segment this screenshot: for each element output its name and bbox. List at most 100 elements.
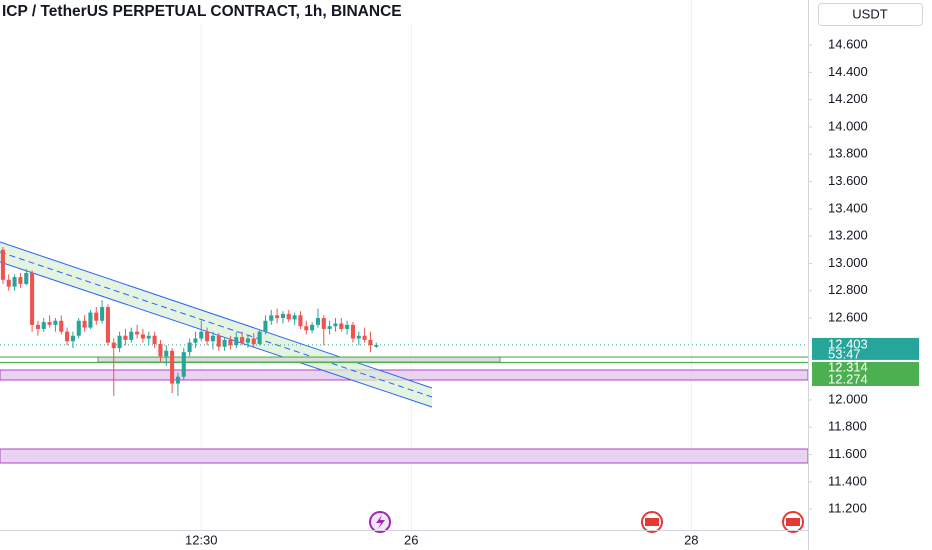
- candle-body: [146, 335, 151, 339]
- candle-body: [187, 342, 192, 353]
- candle-body: [117, 335, 122, 349]
- candle-body: [216, 335, 221, 347]
- candle-body: [164, 350, 169, 357]
- candle-body: [123, 335, 128, 340]
- candle-body: [129, 331, 134, 340]
- candle-body: [193, 338, 198, 343]
- y-tick-label: 13.800: [828, 146, 868, 161]
- channel-top: [0, 241, 433, 389]
- candle-body: [374, 344, 379, 347]
- candle-body: [140, 334, 145, 339]
- channel-bottom: [0, 261, 433, 408]
- chart-title: ICP / TetherUS PERPETUAL CONTRACT, 1h, B…: [2, 3, 402, 20]
- candle-body: [30, 272, 35, 325]
- candle-body: [286, 313, 291, 320]
- candle-body: [298, 315, 303, 327]
- candle-body: [0, 249, 5, 280]
- candle-body: [199, 331, 204, 339]
- y-tick-label: 12.800: [828, 282, 868, 297]
- countdown-label: 53:47: [828, 346, 861, 361]
- level-tag-label: 12.314: [828, 359, 868, 374]
- event-icon-flag: [645, 518, 659, 526]
- candle-body: [12, 277, 17, 287]
- range-box: [97, 356, 501, 363]
- candle-body: [315, 318, 320, 325]
- candle-body: [210, 335, 215, 342]
- candle-body: [263, 320, 268, 332]
- candle-body: [275, 315, 280, 319]
- candle-body: [356, 335, 361, 339]
- title-bg: [0, 0, 690, 24]
- y-tick-label: 13.600: [828, 173, 868, 188]
- candle-body: [304, 326, 309, 331]
- candle-body: [105, 307, 110, 343]
- event-icon-bolt: [376, 515, 385, 529]
- currency-label: USDT: [852, 6, 887, 21]
- candle-body: [158, 343, 163, 357]
- candle-body: [310, 324, 315, 331]
- candle-body: [88, 312, 93, 328]
- event-icon-flag: [786, 518, 800, 526]
- candle-body: [24, 272, 29, 284]
- y-tick-label: 11.200: [828, 501, 867, 516]
- y-tick-label: 13.000: [828, 255, 868, 270]
- candle-body: [82, 320, 87, 328]
- candle-body: [41, 322, 46, 329]
- candle-body: [345, 324, 350, 329]
- y-tick-label: 12.000: [828, 391, 868, 406]
- candle-body: [6, 279, 11, 287]
- time-axis: 12:30 26 28: [185, 532, 699, 547]
- candle-body: [368, 339, 373, 346]
- candle-body: [135, 331, 140, 335]
- grid: [200, 0, 692, 530]
- candle-body: [35, 324, 40, 329]
- x-tick-label: 26: [404, 532, 418, 547]
- candle-body: [76, 320, 81, 336]
- y-tick-label: 13.200: [828, 228, 868, 243]
- y-tick-label: 14.000: [828, 118, 868, 133]
- candle-body: [222, 339, 227, 347]
- x-tick-label: 28: [684, 532, 698, 547]
- y-tick-label: 14.400: [828, 64, 868, 79]
- currency-button[interactable]: [818, 3, 923, 26]
- candle-body: [350, 324, 355, 339]
- candle-body: [333, 323, 338, 327]
- y-tick-label: 14.200: [828, 91, 868, 106]
- candle-body: [47, 322, 52, 325]
- levels: [0, 344, 808, 364]
- candle-body: [181, 352, 186, 377]
- demand-zone: [0, 448, 809, 464]
- candle-body: [205, 331, 210, 342]
- y-tick-label: 13.400: [828, 200, 868, 215]
- y-tick-label: 14.600: [828, 36, 868, 51]
- channel-fill: [0, 242, 432, 407]
- level-tag: [812, 362, 919, 374]
- candle-body: [251, 338, 256, 344]
- candle-body: [100, 307, 105, 321]
- price-axis: 14.600 14.400 14.200 14.000 13.800 13.600 13.4…: [808, 36, 919, 516]
- candle-body: [362, 335, 367, 340]
- x-tick-label: 12:30: [185, 532, 218, 547]
- candle-body: [70, 335, 75, 342]
- candle-body: [339, 323, 344, 329]
- candle-body: [65, 331, 70, 342]
- candle-body: [257, 331, 262, 344]
- candle-body: [269, 315, 274, 321]
- candle-body: [280, 313, 285, 319]
- candle-body: [59, 320, 64, 332]
- candle-body: [327, 326, 332, 329]
- candle-body: [292, 315, 297, 320]
- candle-body: [234, 337, 239, 346]
- candle-body: [228, 339, 233, 346]
- candle-body: [18, 277, 23, 284]
- y-tick-label: 11.600: [828, 446, 867, 461]
- candle-body: [94, 312, 99, 321]
- candles: [0, 247, 379, 396]
- last-price-label: 12.403: [828, 336, 868, 351]
- y-tick-label: 12.600: [828, 309, 868, 324]
- price-axis-bg: [808, 0, 932, 550]
- last-price-tag: [812, 337, 919, 360]
